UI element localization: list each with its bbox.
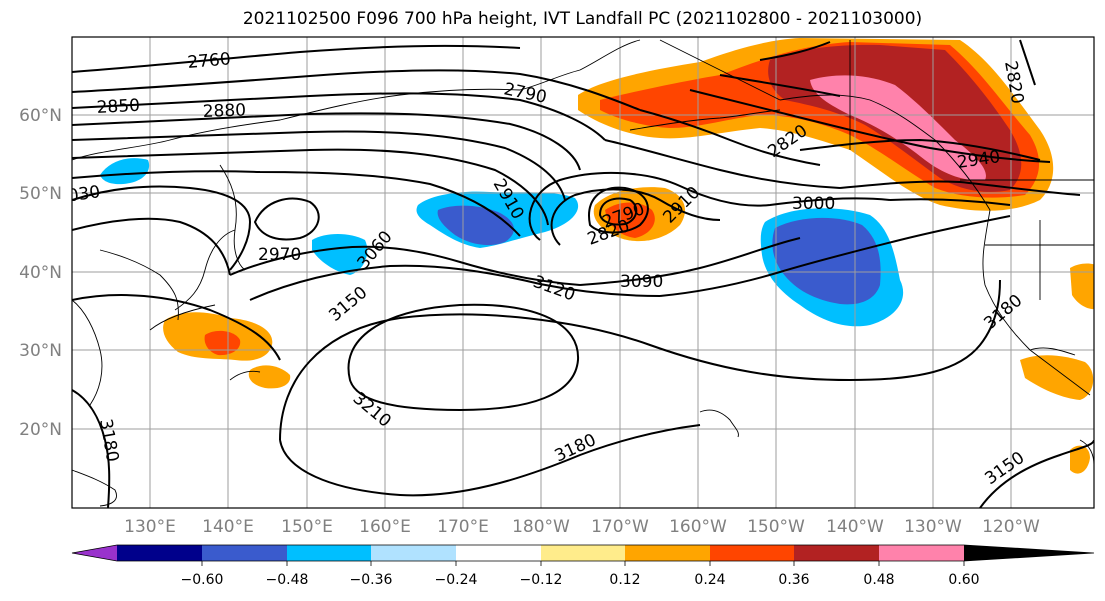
contour-label: 3180 — [95, 417, 122, 463]
ivt-shading — [100, 38, 1094, 474]
contour-label: 2760 — [187, 49, 232, 73]
colorbar-tick-label: 0.12 — [609, 572, 640, 588]
longitude-labels: 130°E 140°E 150°E 160°E 170°E 180°W 170°… — [124, 517, 1040, 537]
lon-label: 180°W — [512, 517, 570, 537]
contour-label: 3120 — [530, 272, 577, 306]
colorbar-ticks — [201, 561, 965, 566]
plot-frame — [71, 36, 1095, 509]
colorbar-segment — [879, 545, 964, 561]
lon-label: 120°W — [982, 517, 1040, 537]
colorbar-tick-labels: −0.60 −0.48 −0.36 −0.24 −0.12 0.12 0.24 … — [181, 572, 980, 588]
contour-label: 3180 — [552, 430, 600, 466]
colorbar-tick-label: 0.60 — [948, 572, 979, 588]
lat-label: 30°N — [19, 341, 62, 361]
lon-label: 170°E — [437, 517, 489, 537]
colorbar-segment — [541, 545, 625, 561]
colorbar-tick-label: 0.24 — [694, 572, 725, 588]
contour-label: 2880 — [202, 100, 246, 121]
colorbar-segment — [72, 545, 117, 561]
colorbar-tick-label: −0.24 — [435, 572, 478, 588]
colorbar-outline — [71, 544, 1095, 562]
colorbar-segment — [710, 545, 794, 561]
lon-label: 140°E — [202, 517, 254, 537]
colorbar-tick-label: 0.36 — [778, 572, 809, 588]
lon-label: 130°E — [124, 517, 176, 537]
colorbar-segment — [625, 545, 710, 561]
colorbar-segment — [456, 545, 541, 561]
lon-label: 160°E — [359, 517, 411, 537]
coastlines — [72, 39, 1094, 507]
latitude-labels: 60°N 50°N 40°N 30°N 20°N — [19, 106, 62, 440]
lat-label: 40°N — [19, 263, 62, 283]
contour-label: 3150 — [325, 283, 371, 326]
colorbar-tick-label: −0.60 — [181, 572, 224, 588]
lon-label: 150°W — [747, 517, 805, 537]
lat-label: 20°N — [19, 420, 62, 440]
colorbar-segment — [794, 545, 879, 561]
lon-label: 170°W — [591, 517, 649, 537]
colorbar-segment — [287, 545, 371, 561]
contour-label: 3000 — [792, 194, 835, 214]
contour-label: 2850 — [96, 96, 140, 118]
contour-label: 3030 — [56, 182, 102, 208]
contour-label: 3180 — [980, 291, 1026, 334]
colorbar-segment — [371, 545, 456, 561]
colorbar-tick-label: −0.48 — [266, 572, 309, 588]
lon-label: 160°W — [669, 517, 727, 537]
colorbar-segment — [202, 545, 287, 561]
colorbar-tick-label: 0.48 — [863, 572, 894, 588]
lat-label: 50°N — [19, 184, 62, 204]
lat-label: 60°N — [19, 106, 62, 126]
colorbar-segment — [117, 545, 202, 561]
colorbar-tick-label: −0.36 — [350, 572, 393, 588]
contour-label: 3090 — [620, 272, 663, 292]
height-contours — [72, 39, 1094, 508]
colorbar-tick-label: −0.12 — [520, 572, 563, 588]
map-title: 2021102500 F096 700 hPa height, IVT Land… — [242, 9, 923, 29]
colorbar-segment — [964, 545, 1094, 561]
lon-label: 140°W — [826, 517, 884, 537]
lon-label: 150°E — [281, 517, 333, 537]
map-plot-area: 2760 2850 2880 2790 2820 2820 2940 3000 … — [56, 37, 1094, 508]
contour-label: 3210 — [349, 389, 395, 432]
lon-label: 130°W — [904, 517, 962, 537]
contour-label: 2970 — [258, 245, 301, 265]
colorbar: −0.60 −0.48 −0.36 −0.24 −0.12 0.12 0.24 … — [71, 544, 1095, 588]
